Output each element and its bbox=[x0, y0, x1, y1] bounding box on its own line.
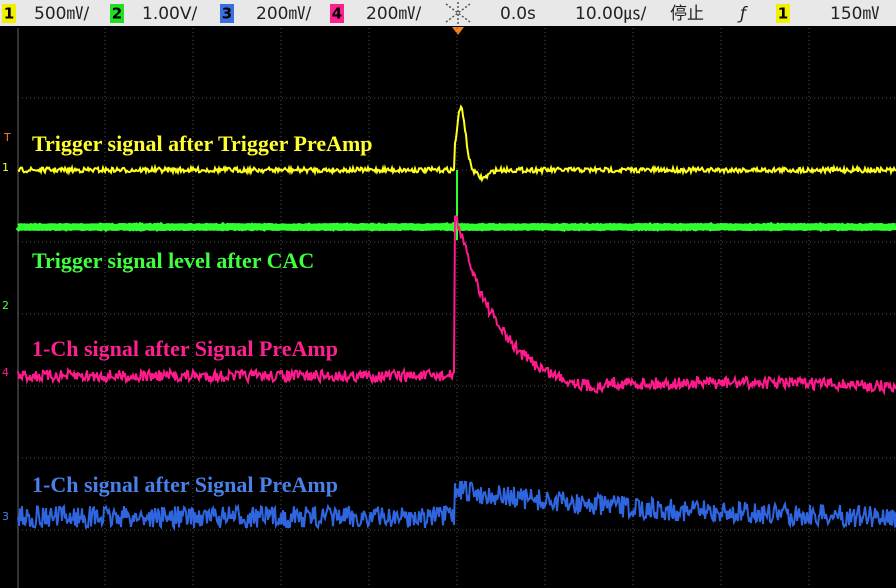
ch-marker: 3 bbox=[2, 510, 9, 523]
ch-marker: 4 bbox=[2, 366, 9, 379]
ch3-num: 3 bbox=[222, 5, 232, 23]
ch1-scale: 500㎷/ bbox=[34, 4, 89, 24]
run-state: 停止 bbox=[670, 4, 704, 24]
trigger-level: 150㎷ bbox=[830, 4, 879, 24]
ch2-scale: 1.00V/ bbox=[142, 4, 197, 24]
waveform bbox=[17, 104, 896, 183]
grid bbox=[17, 28, 896, 588]
trace-label: 1-Ch signal after Signal PreAmp bbox=[32, 472, 338, 497]
ch4-box bbox=[330, 4, 344, 23]
trigger-delay: 0.0s bbox=[500, 4, 536, 24]
waveform bbox=[17, 480, 896, 532]
ch2-num: 2 bbox=[112, 5, 122, 23]
ch4-num: 4 bbox=[332, 5, 342, 23]
timebase: 10.00㎲/ bbox=[575, 4, 647, 24]
trace-label: Trigger signal level after CAC bbox=[32, 248, 314, 273]
trigger-source: 1 bbox=[778, 5, 788, 23]
status-bar bbox=[0, 0, 896, 26]
trig-src-box bbox=[776, 4, 790, 23]
ch3-scale: 200㎷/ bbox=[256, 4, 311, 24]
ch-marker: 2 bbox=[2, 299, 9, 312]
waveforms bbox=[15, 104, 896, 532]
waveform bbox=[17, 215, 896, 396]
ch3-box bbox=[220, 4, 234, 23]
trigger-edge: ƒ bbox=[737, 4, 748, 24]
trigger-marker: T bbox=[3, 131, 11, 144]
trigger-icon bbox=[445, 2, 471, 24]
ch4-scale: 200㎷/ bbox=[366, 4, 421, 24]
ch-marker: 1 bbox=[2, 161, 9, 174]
trigger-position bbox=[452, 27, 464, 35]
ch1-box bbox=[2, 4, 16, 23]
ch1-num: 1 bbox=[4, 5, 14, 23]
trace-label: Trigger signal after Trigger PreAmp bbox=[32, 131, 373, 156]
ch2-box bbox=[110, 4, 124, 23]
trace-label: 1-Ch signal after Signal PreAmp bbox=[32, 336, 338, 361]
